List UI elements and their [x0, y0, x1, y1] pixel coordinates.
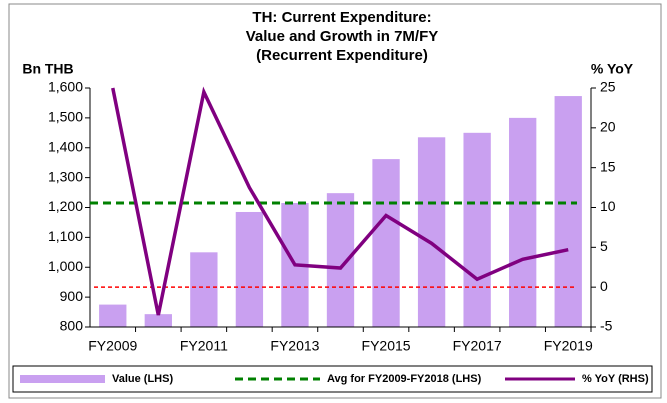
y2-tick-label: 15 [600, 158, 616, 174]
y-tick-label: 1,400 [48, 138, 83, 154]
x-tick-label: FY2013 [270, 338, 319, 354]
legend-label: Avg for FY2009-FY2018 (LHS) [327, 373, 482, 385]
y-tick-label: 800 [60, 318, 84, 334]
yoy-line [111, 86, 569, 316]
y-tick-label: 1,300 [48, 168, 83, 184]
x-tick-label: FY2009 [88, 338, 137, 354]
y-tick-label: 1,000 [48, 258, 83, 274]
bar [463, 132, 491, 327]
chart-title: Value and Growth in 7M/FY [246, 28, 439, 45]
bar [417, 137, 446, 327]
bar [372, 159, 400, 327]
y2-tick-label: 20 [600, 119, 616, 135]
bar [144, 314, 172, 327]
legend-swatch [20, 375, 105, 383]
legend-label: Value (LHS) [112, 373, 173, 385]
bar [235, 211, 264, 327]
x-tick-label: FY2019 [544, 338, 593, 354]
bar [99, 304, 127, 327]
bar [554, 96, 582, 327]
y2-tick-label: 25 [600, 79, 616, 95]
y2-tick-label: 10 [600, 198, 616, 214]
y2-tick-label: -5 [600, 318, 613, 334]
y2-tick-label: 5 [600, 238, 608, 254]
y-tick-label: 900 [60, 288, 84, 304]
y-tick-label: 1,600 [48, 79, 83, 95]
legend-label: % YoY (RHS) [582, 373, 649, 385]
chart-title: TH: Current Expenditure: [252, 9, 431, 26]
bar [326, 193, 355, 327]
y-tick-label: 1,100 [48, 228, 83, 244]
y-axis-label: Bn THB [22, 61, 73, 77]
x-tick-label: FY2017 [453, 338, 502, 354]
x-tick-label: FY2015 [362, 338, 411, 354]
bar [190, 252, 218, 327]
y2-axis-label: % YoY [591, 61, 634, 77]
y-tick-label: 1,200 [48, 198, 83, 214]
x-tick-label: FY2011 [180, 338, 228, 354]
bar [509, 117, 537, 327]
chart-title: (Recurrent Expenditure) [256, 47, 428, 64]
y-tick-label: 1,500 [48, 109, 83, 125]
y2-tick-label: 0 [600, 278, 608, 294]
